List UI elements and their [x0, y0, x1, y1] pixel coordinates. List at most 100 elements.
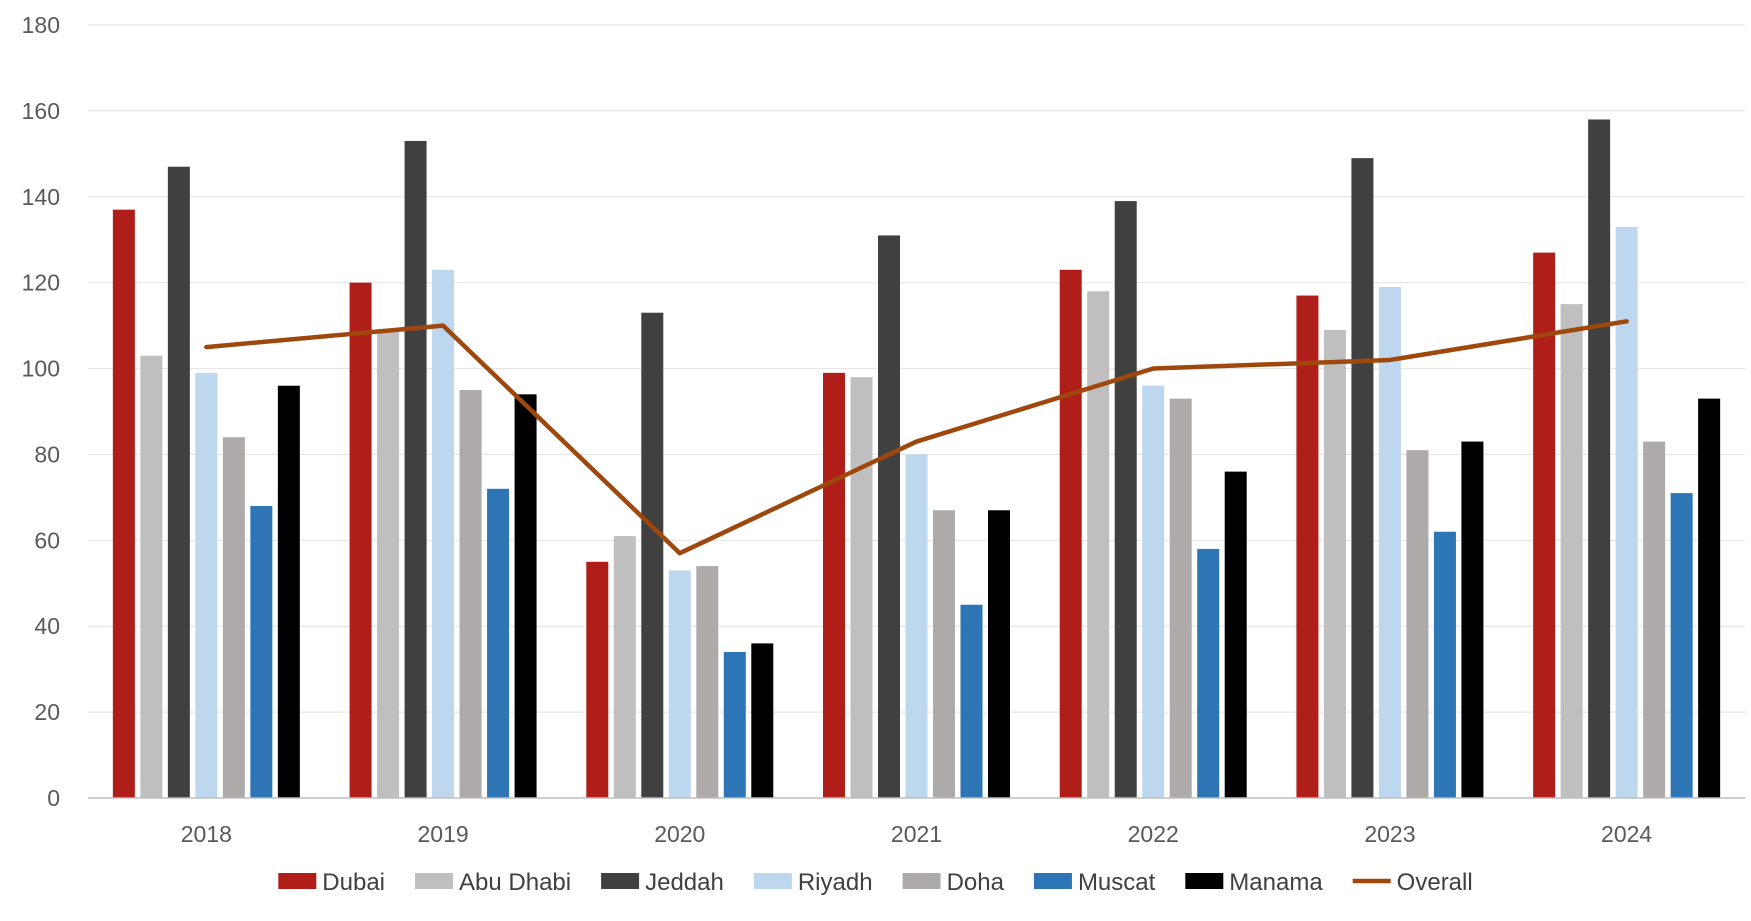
bar-dubai-2021 [823, 372, 845, 798]
bar-muscat-2018 [250, 505, 273, 798]
x-tick-label: 2019 [417, 821, 468, 847]
bar-jeddah-2018 [167, 166, 190, 798]
bar-dubai-2019 [349, 282, 372, 799]
bar-muscat-2020 [723, 651, 746, 798]
bar-riyadh-2020 [668, 570, 691, 798]
overall-line [204, 319, 1629, 556]
legend: Dubai Abu Dhabi Jeddah Riyadh Doha Muscat Mana… [278, 869, 1473, 896]
bar-series [112, 119, 1721, 799]
bar-abu-dhabi-2019 [377, 329, 400, 798]
bar-muscat-2023 [1433, 531, 1456, 798]
x-tick-label: 2018 [181, 821, 232, 847]
series-riyadh [195, 226, 1638, 799]
y-tick-label: 140 [22, 184, 60, 210]
bar-manama-2023 [1461, 441, 1484, 798]
legend-swatch [415, 873, 454, 889]
bar-abu-dhabi-2020 [613, 536, 636, 798]
legend-item-abu-dhabi: Abu Dhabi [415, 869, 571, 896]
bar-manama-2020 [751, 643, 774, 798]
legend-swatch [278, 873, 317, 889]
bar-jeddah-2019 [404, 140, 427, 798]
legend-label: Manama [1229, 869, 1323, 896]
series-jeddah [167, 119, 1611, 799]
bar-abu-dhabi-2022 [1087, 291, 1110, 798]
x-tick-label: 2020 [654, 821, 705, 847]
bar-manama-2019 [514, 394, 537, 798]
bar-riyadh-2023 [1378, 286, 1401, 798]
x-axis: 2018 2019 2020 2021 2022 2023 2024 [181, 821, 1653, 847]
x-tick-label: 2021 [891, 821, 942, 847]
bar-dubai-2022 [1059, 269, 1082, 798]
bar-doha-2021 [933, 510, 955, 798]
line-overall [204, 319, 1629, 556]
bar-riyadh-2024 [1615, 226, 1638, 799]
y-tick-label: 100 [22, 356, 60, 382]
y-tick-label: 80 [34, 441, 60, 467]
bar-jeddah-2023 [1351, 158, 1374, 798]
bar-riyadh-2018 [195, 372, 218, 798]
series-dubai [112, 209, 1556, 799]
bar-muscat-2021 [960, 604, 983, 798]
bar-dubai-2024 [1533, 252, 1556, 798]
bar-riyadh-2021 [905, 454, 928, 798]
legend-label: Dubai [322, 869, 385, 896]
y-axis: 0 20 40 60 80 100 120 140 160 180 [22, 12, 60, 811]
legend-item-manama: Manama [1185, 869, 1323, 896]
bar-doha-2024 [1643, 441, 1666, 798]
x-tick-label: 2022 [1128, 821, 1179, 847]
x-tick-label: 2024 [1601, 821, 1652, 847]
series-muscat [250, 488, 1693, 798]
bar-doha-2018 [222, 437, 245, 798]
y-tick-label: 120 [22, 270, 60, 296]
series-manama [277, 385, 1721, 798]
bar-muscat-2019 [487, 488, 510, 798]
bar-manama-2024 [1698, 398, 1721, 798]
legend-swatch [601, 873, 640, 889]
bar-riyadh-2022 [1142, 385, 1165, 798]
bar-jeddah-2024 [1588, 119, 1611, 798]
bar-jeddah-2021 [878, 235, 900, 798]
bar-doha-2023 [1406, 450, 1429, 798]
legend-swatch [1185, 873, 1224, 889]
legend-label: Riyadh [798, 869, 873, 896]
bar-abu-dhabi-2021 [850, 377, 873, 798]
legend-item-overall: Overall [1352, 869, 1473, 896]
legend-item-riyadh: Riyadh [753, 869, 873, 896]
x-tick-label: 2023 [1364, 821, 1415, 847]
y-tick-label: 180 [22, 12, 60, 38]
bar-dubai-2020 [586, 561, 609, 798]
legend-item-dubai: Dubai [278, 869, 385, 896]
bar-manama-2022 [1224, 471, 1247, 798]
bar-doha-2022 [1169, 398, 1192, 798]
y-tick-label: 0 [47, 785, 60, 811]
bar-doha-2019 [459, 390, 482, 798]
bar-abu-dhabi-2018 [140, 355, 163, 798]
bar-manama-2021 [988, 510, 1010, 798]
series-abu-dhabi [140, 291, 1583, 798]
legend-swatch [1033, 873, 1072, 889]
legend-item-jeddah: Jeddah [601, 869, 724, 896]
bar-muscat-2022 [1197, 548, 1220, 798]
series-doha [222, 390, 1666, 798]
y-tick-label: 20 [34, 699, 60, 725]
legend-label: Doha [947, 869, 1005, 896]
legend-swatch [753, 873, 792, 889]
bar-manama-2018 [277, 385, 300, 798]
bar-doha-2020 [696, 566, 719, 798]
legend-label: Muscat [1078, 869, 1156, 896]
bar-jeddah-2020 [641, 312, 664, 798]
bar-jeddah-2022 [1114, 201, 1137, 799]
y-tick-label: 160 [22, 98, 60, 124]
bar-dubai-2018 [112, 209, 135, 798]
bar-abu-dhabi-2024 [1560, 304, 1583, 798]
bar-riyadh-2019 [432, 269, 455, 798]
legend-label: Abu Dhabi [459, 869, 571, 896]
legend-label: Jeddah [645, 869, 724, 896]
legend-swatch [902, 873, 941, 889]
y-tick-label: 60 [34, 527, 60, 553]
y-tick-label: 40 [34, 613, 60, 639]
legend-item-muscat: Muscat [1033, 869, 1156, 896]
bar-abu-dhabi-2023 [1323, 329, 1346, 798]
bar-dubai-2023 [1296, 295, 1319, 798]
